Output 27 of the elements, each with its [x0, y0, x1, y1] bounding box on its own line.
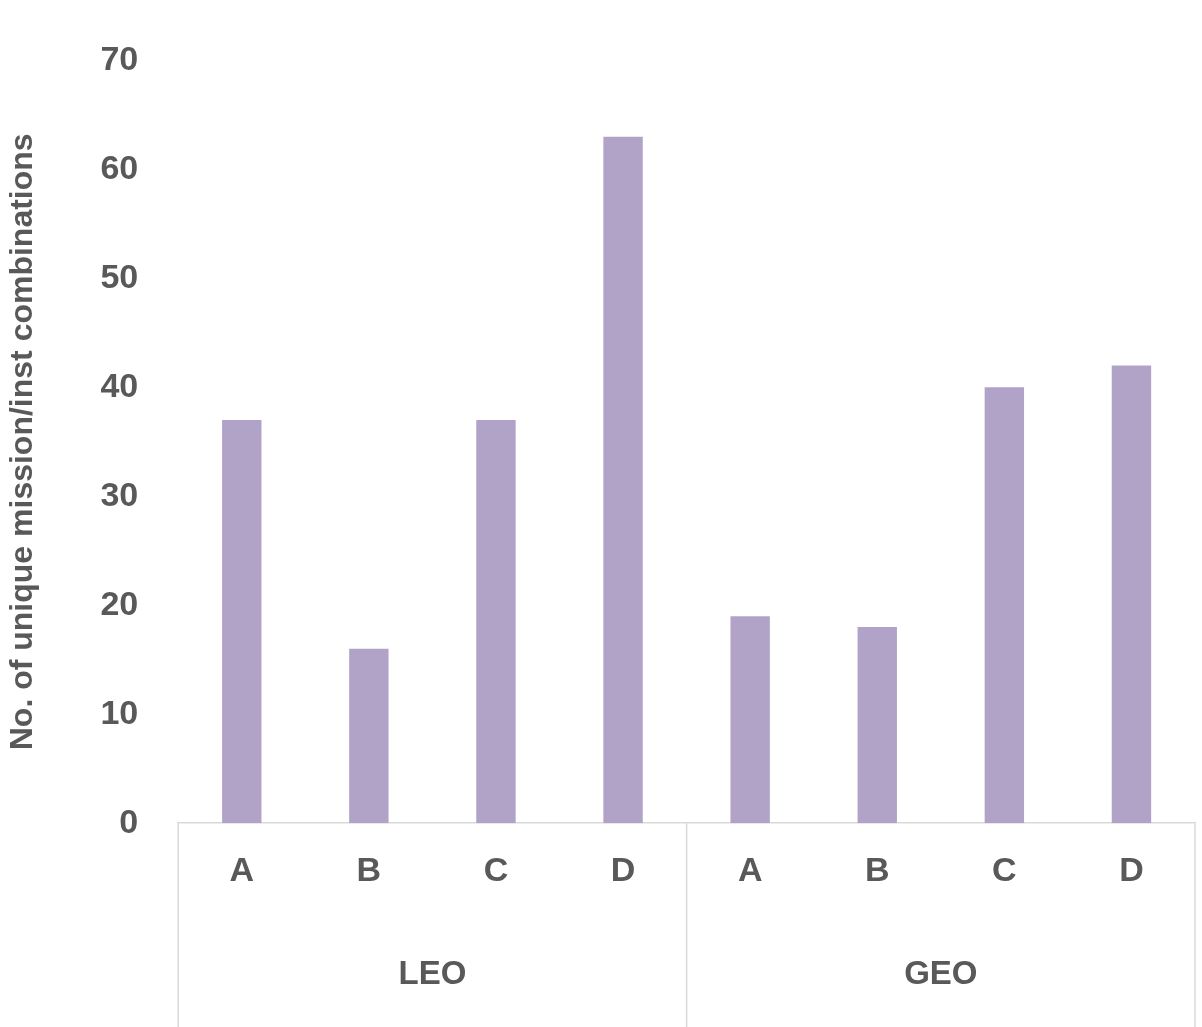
- y-tick-label: 40: [100, 365, 139, 404]
- x-tick-label: B: [864, 849, 890, 888]
- x-tick-label: D: [1119, 849, 1144, 888]
- bar: [603, 136, 643, 824]
- y-tick-label: 20: [100, 583, 139, 622]
- bar: [984, 387, 1025, 824]
- text: LEO: [398, 954, 467, 992]
- y-tick-label: 10: [100, 692, 139, 731]
- y-axis-title: No. of unique mission/inst combinations: [3, 133, 40, 751]
- bar: [349, 648, 389, 824]
- y-tick-label: 30: [100, 474, 139, 513]
- text: GEO: [904, 954, 978, 992]
- bar: [222, 420, 262, 824]
- bar: [857, 627, 897, 824]
- bar: [730, 616, 770, 824]
- x-tick-label: A: [737, 849, 763, 888]
- y-tick-label: 0: [119, 801, 139, 840]
- y-tick-label: 60: [100, 147, 139, 186]
- x-tick-label: A: [229, 849, 255, 888]
- x-tick-label: D: [610, 849, 636, 888]
- bar: [476, 420, 516, 824]
- y-tick-label: 50: [100, 256, 139, 295]
- x-tick-label: B: [356, 849, 382, 888]
- y-tick-label: 70: [100, 38, 139, 77]
- x-tick-label: C: [483, 849, 509, 888]
- x-tick-label: C: [992, 849, 1017, 888]
- bar: [1111, 365, 1152, 824]
